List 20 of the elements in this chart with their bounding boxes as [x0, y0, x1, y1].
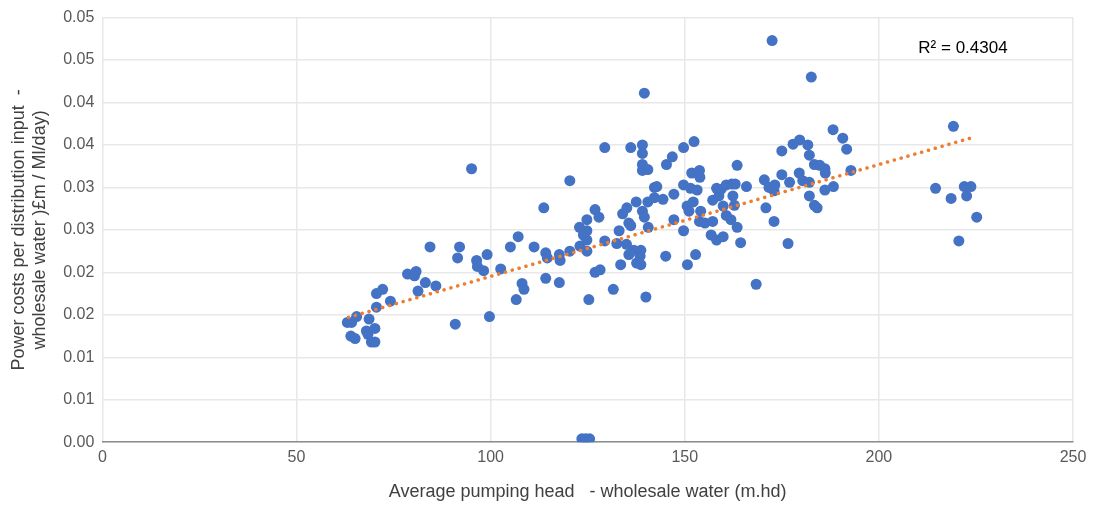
x-tick-label: 200 — [865, 448, 893, 466]
y-tick-label: 0.05 — [63, 50, 95, 68]
y-tick-label: 0.01 — [63, 347, 95, 365]
x-tick-label: 0 — [97, 448, 107, 466]
y-tick-label: 0.03 — [63, 220, 95, 238]
y-tick-label: 0.04 — [63, 135, 95, 153]
x-tick-label: 100 — [477, 448, 505, 466]
x-tick-label: 250 — [1059, 448, 1087, 466]
y-tick-label: 0.02 — [63, 262, 95, 280]
x-axis-title: Average pumping head - wholesale water (m.hd) — [388, 481, 787, 502]
y-tick-label: 0.04 — [63, 92, 95, 110]
x-tick-label: 50 — [287, 448, 306, 466]
x-tick-label: 150 — [671, 448, 699, 466]
annotation: R² = 0.4304 — [918, 38, 1008, 58]
y-axis-title: Power costs per distribution input - wholesale water )£m / Ml/day) — [7, 89, 50, 371]
y-tick-label: 0.03 — [63, 177, 95, 195]
y-tick-label: 0.00 — [63, 432, 95, 450]
y-tick-label: 0.01 — [63, 390, 95, 408]
y-tick-label: 0.05 — [63, 8, 95, 26]
y-tick-label: 0.02 — [63, 305, 95, 323]
